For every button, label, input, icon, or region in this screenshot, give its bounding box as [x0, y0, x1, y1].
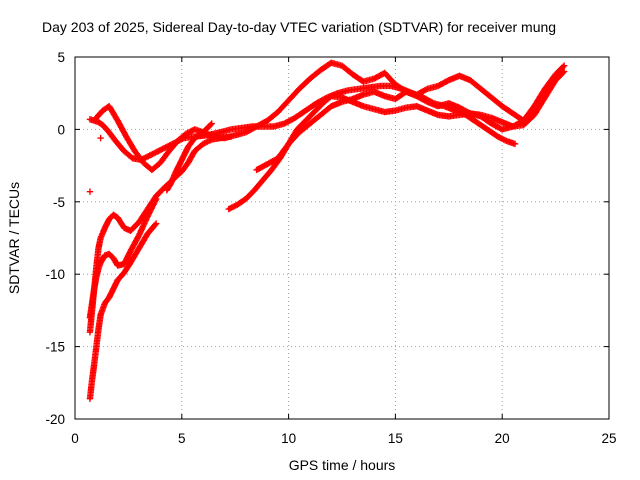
data-point	[559, 63, 567, 70]
grid-lines	[75, 57, 609, 419]
series-track-7	[86, 220, 160, 402]
series-track-8	[163, 120, 215, 194]
plot-frame	[74, 56, 610, 420]
x-tick-label: 10	[281, 431, 296, 446]
y-tick-label: 0	[57, 122, 65, 137]
y-tick-label: -10	[45, 267, 65, 282]
y-tick-label: 5	[57, 50, 65, 65]
data-point	[208, 120, 215, 127]
y-axis-label: SDTVAR / TECUs	[6, 182, 22, 294]
y-tick-label: -5	[53, 195, 65, 210]
x-tick-label: 20	[495, 431, 510, 446]
x-tick-label: 25	[601, 431, 616, 446]
data-point	[207, 121, 214, 128]
data-point	[86, 188, 94, 195]
x-axis-label: GPS time / hours	[289, 457, 396, 473]
data-point	[152, 195, 160, 203]
y-tick-label: -20	[45, 412, 65, 427]
data-point	[152, 221, 159, 228]
data-points	[86, 59, 568, 402]
data-point	[207, 137, 214, 144]
series-track-3	[225, 68, 568, 213]
series-track-2	[93, 59, 527, 174]
x-tick-label: 5	[178, 431, 186, 446]
x-tick-label: 0	[71, 431, 79, 446]
data-point	[511, 140, 519, 148]
axis-ticks: 0 5 10 15 20 25 5 0 -5 -10 -15 -20	[45, 50, 616, 446]
x-tick-label: 15	[388, 431, 403, 446]
series-track-6	[86, 195, 160, 321]
data-point	[152, 220, 160, 227]
series-isolated	[86, 134, 104, 195]
data-point	[465, 109, 473, 116]
data-point	[97, 134, 104, 142]
data-point	[227, 133, 235, 140]
y-tick-label: -15	[45, 340, 65, 355]
data-point	[559, 69, 567, 76]
chart-title: Day 203 of 2025, Sidereal Day-to-day VTE…	[42, 19, 556, 35]
data-point	[501, 137, 509, 144]
data-point	[560, 68, 568, 75]
data-point	[422, 86, 430, 93]
data-point	[560, 62, 568, 69]
series-track-4	[253, 62, 568, 174]
